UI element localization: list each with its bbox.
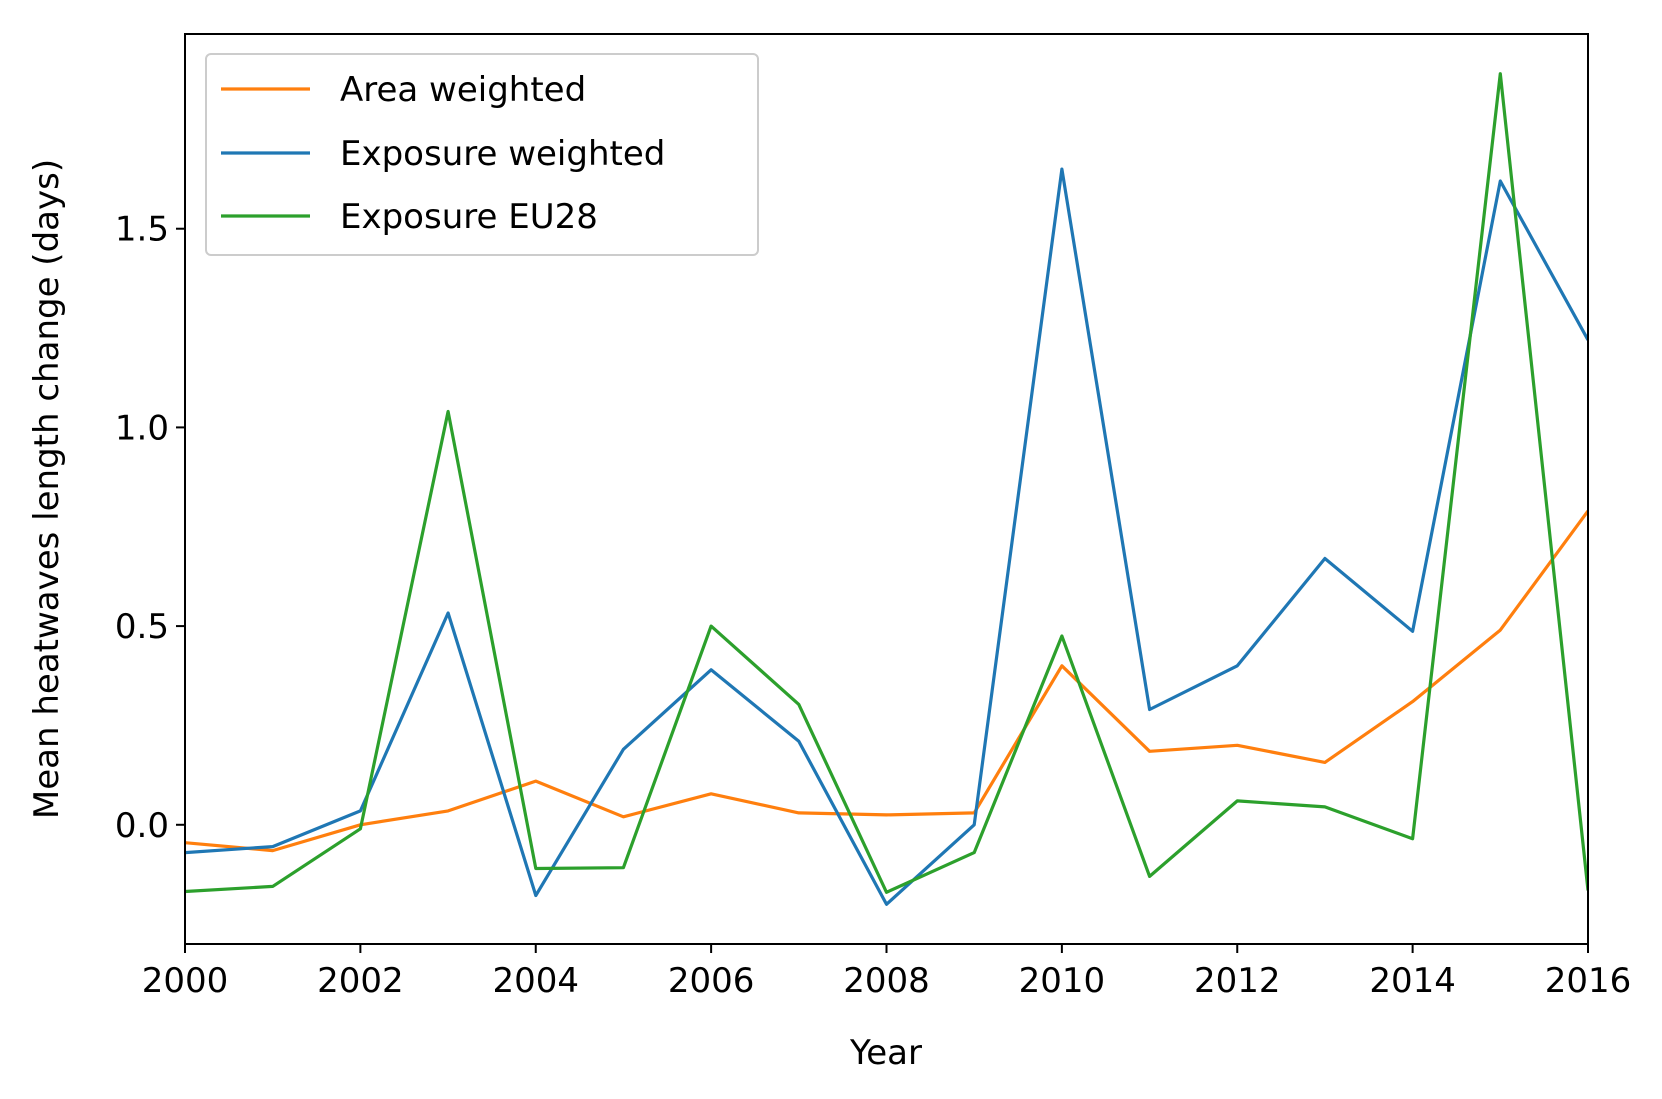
series-line-exposure-weighted xyxy=(185,167,1588,906)
plot-area xyxy=(185,72,1588,906)
legend-box xyxy=(205,53,759,256)
legend-label-area-weighted: Area weighted xyxy=(340,70,586,110)
x-tick-label: 2016 xyxy=(1545,961,1632,1001)
x-tick-label: 2006 xyxy=(668,961,755,1001)
axes-frame xyxy=(184,33,1589,945)
y-tick-label: 0.0 xyxy=(115,806,169,846)
legend: Area weighted Exposure weighted Exposure E… xyxy=(205,53,759,256)
x-tick-label: 2012 xyxy=(1194,961,1281,1001)
y-tick-label: 1.5 xyxy=(115,210,169,250)
y-tick-label: 0.5 xyxy=(115,607,169,647)
series-line-exposure-eu28 xyxy=(185,72,1588,894)
legend-label-exposure-weighted: Exposure weighted xyxy=(340,134,665,174)
y-axis-label: Mean heatwaves length change (days) xyxy=(27,159,67,819)
x-tick-label: 2000 xyxy=(142,961,229,1001)
x-axis: 2000 2002 2004 2006 2008 2010 2012 2014 2016 xyxy=(142,944,1632,1001)
y-tick-label: 1.0 xyxy=(115,408,169,448)
x-tick-label: 2008 xyxy=(843,961,930,1001)
x-tick-label: 2014 xyxy=(1369,961,1456,1001)
x-tick-label: 2002 xyxy=(317,961,404,1001)
x-axis-label: Year xyxy=(849,1033,922,1073)
x-tick-label: 2004 xyxy=(492,961,579,1001)
x-tick-label: 2010 xyxy=(1019,961,1106,1001)
series-line-area-weighted xyxy=(185,509,1588,853)
y-axis: 0.0 0.5 1.0 1.5 xyxy=(115,210,185,846)
legend-label-exposure-eu28: Exposure EU28 xyxy=(340,197,598,237)
